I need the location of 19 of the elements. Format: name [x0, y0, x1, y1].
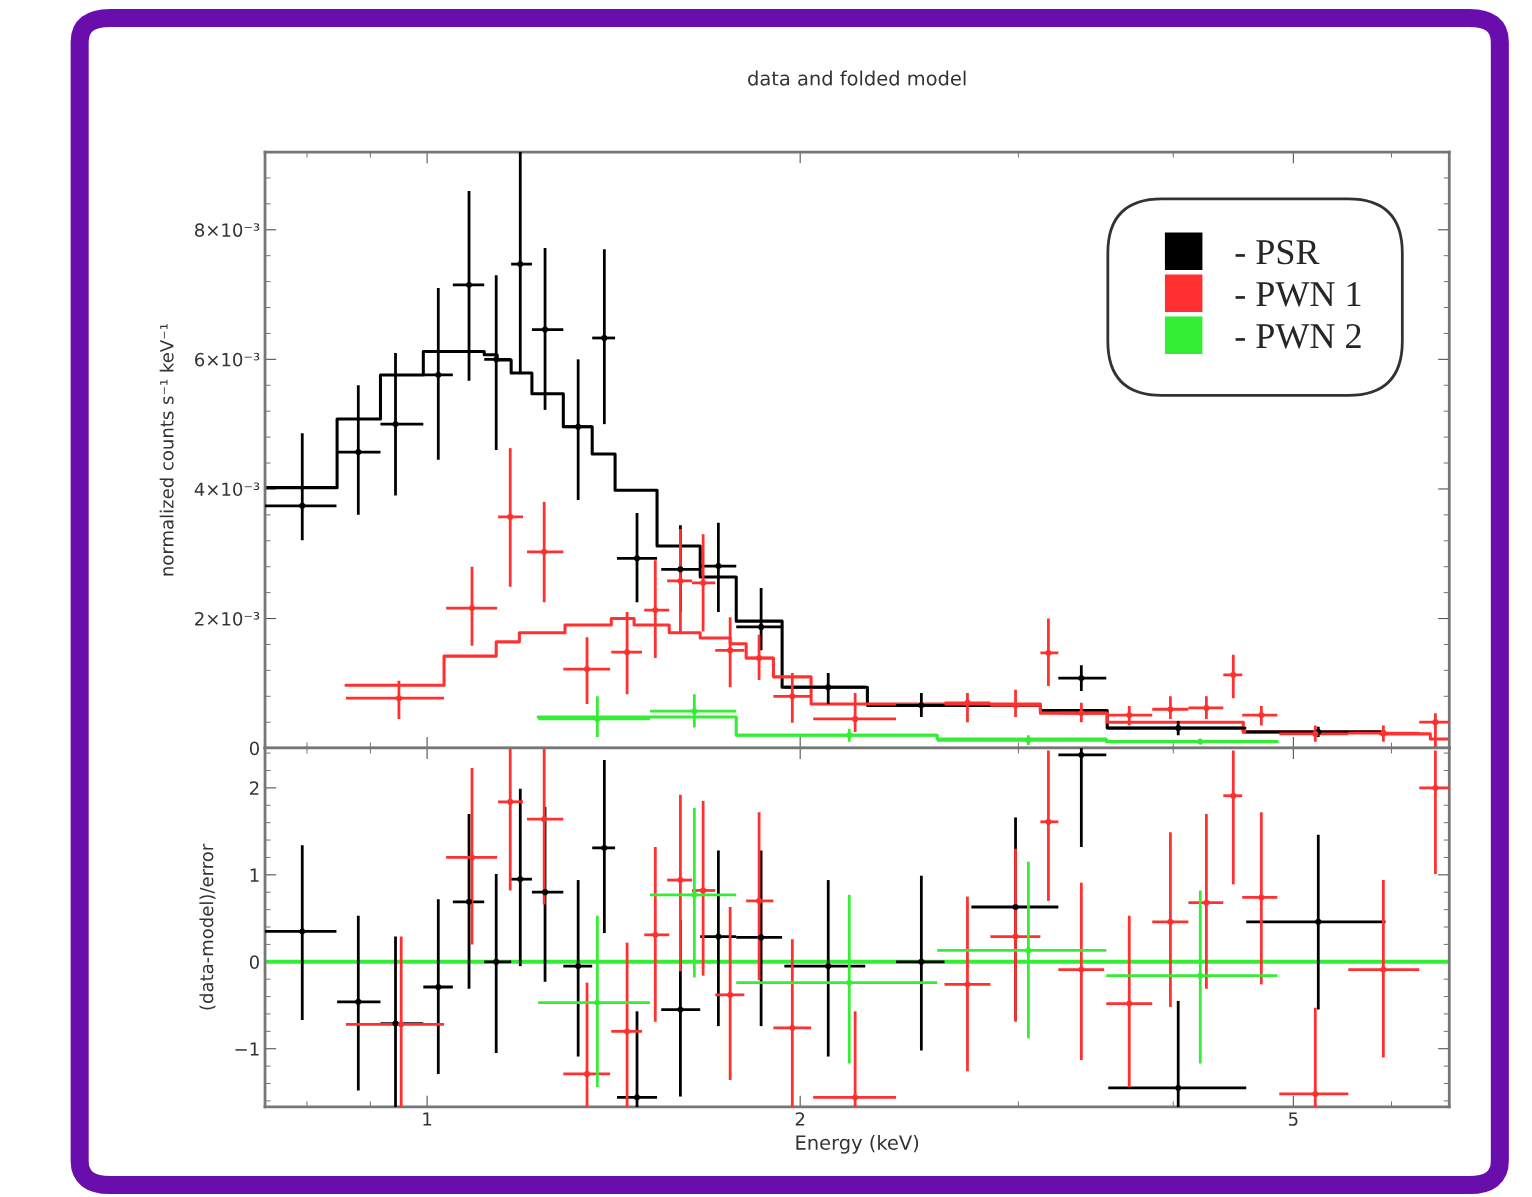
legend-label: - PWN 2	[1235, 324, 1361, 349]
chart-title: data and folded model	[748, 70, 966, 86]
y-axis-title: normalized counts s⁻¹ keV⁻¹	[159, 324, 174, 576]
x-tick-label: 1	[423, 1112, 432, 1126]
y-tick-label: 1	[250, 868, 259, 882]
y-tick-label: 2×10⁻³	[195, 612, 260, 626]
x-axis-title: Energy (keV)	[796, 1134, 919, 1154]
y-tick-label: 0	[249, 955, 259, 969]
y-axis-title: (data-model)/error	[199, 843, 216, 1010]
y-tick-label: 6×10⁻³	[195, 352, 260, 367]
y-tick-label: −1	[235, 1042, 259, 1056]
y-tick-label: 0	[249, 741, 259, 756]
legend-label: - PSR	[1235, 240, 1320, 265]
y-tick-label: 8×10⁻³	[195, 223, 260, 237]
y-tick-label: 2	[250, 781, 259, 795]
legend-label: - PWN 1	[1235, 282, 1361, 307]
x-tick-label: 2	[795, 1112, 805, 1126]
x-tick-label: 5	[1289, 1112, 1298, 1126]
y-tick-label: 4×10⁻³	[194, 482, 260, 497]
